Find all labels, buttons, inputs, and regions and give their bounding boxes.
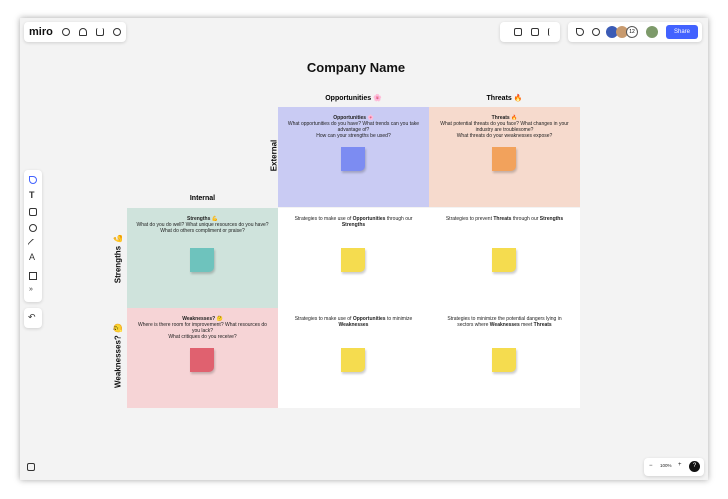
- strategy-segment: Weaknesses: [489, 322, 520, 328]
- top-left-toolbar: miro: [24, 22, 126, 42]
- external-cell: Opportunities 🌸 What opportunities do you…: [278, 107, 429, 207]
- column-header: Opportunities 🌸: [325, 95, 382, 102]
- avatar[interactable]: [606, 26, 618, 38]
- notifications-icon[interactable]: [79, 28, 87, 36]
- left-toolbar: T A »: [24, 170, 42, 302]
- sticky-note[interactable]: [190, 248, 214, 272]
- cell-text: What potential threats do you face? What…: [440, 121, 569, 133]
- board-title: Company Name: [306, 60, 406, 75]
- strategy-segment: Strategies to make use of: [294, 316, 353, 322]
- strategy-segment: Threats: [533, 322, 552, 328]
- cell-text: How can your strengths be used?: [316, 133, 391, 139]
- strategy-segment: Opportunities: [352, 316, 386, 322]
- strategy-text: Strategies to make use of Opportunities …: [292, 216, 415, 228]
- tools-toolbar: [500, 22, 560, 42]
- internal-cell: Weaknesses? 🤔 Where is there room for imp…: [127, 308, 278, 408]
- strategy-text: Strategies to minimize the potential dan…: [443, 316, 566, 328]
- strategy-segment: through our: [385, 216, 413, 222]
- strategy-text: Strategies to prevent Threats through ou…: [443, 216, 566, 222]
- zoom-level: 100%: [660, 463, 672, 468]
- sticky-note[interactable]: [341, 248, 365, 272]
- sticky-note[interactable]: [341, 147, 365, 171]
- more-icon[interactable]: [548, 28, 553, 36]
- strategy-text: Strategies to make use of Opportunities …: [292, 316, 415, 328]
- cell-text: What critiques do you receive?: [168, 334, 237, 340]
- sticky-note[interactable]: [492, 147, 516, 171]
- select-tool[interactable]: [29, 176, 37, 184]
- strategy-cell: Strategies to make use of Opportunities …: [278, 208, 429, 308]
- miro-window: miro 12 Share T A » ↶ − 100% + ?: [20, 18, 708, 480]
- shapes-tool[interactable]: [29, 224, 37, 232]
- upload-icon[interactable]: [96, 28, 104, 36]
- cell-title: Weaknesses? 🤔: [182, 316, 223, 322]
- strategy-cell: Strategies to minimize the potential dan…: [429, 308, 580, 408]
- cursor-icon[interactable]: [576, 28, 584, 36]
- strategy-segment: Strengths: [341, 222, 366, 228]
- undo-toolbar: ↶: [24, 308, 42, 328]
- strategy-cell: Strategies to prevent Threats through ou…: [429, 208, 580, 308]
- column-header: Threats 🔥: [486, 95, 523, 102]
- cell-title: Opportunities 🌸: [333, 115, 374, 121]
- cell-text: What do you do well? What unique resourc…: [136, 222, 269, 234]
- zoom-in[interactable]: +: [678, 462, 682, 468]
- text-tool[interactable]: T: [29, 190, 35, 200]
- comment-icon[interactable]: [514, 28, 522, 36]
- internal-label: Internal: [189, 195, 216, 202]
- zoom-controls: − 100% + ?: [644, 458, 704, 476]
- sticky-note[interactable]: [492, 348, 516, 372]
- settings-icon[interactable]: [62, 28, 70, 36]
- sticky-note[interactable]: [341, 348, 365, 372]
- strategy-segment: Opportunities: [352, 216, 386, 222]
- strategy-segment: Strategies to minimize the potential dan…: [447, 316, 562, 328]
- users-count[interactable]: 12: [626, 26, 638, 38]
- cell-text: What threats do your weaknesses expose?: [456, 133, 553, 139]
- sticky-tool[interactable]: [29, 208, 37, 216]
- zoom-out[interactable]: −: [649, 463, 653, 469]
- logo[interactable]: miro: [29, 26, 53, 38]
- notes-icon[interactable]: [531, 28, 539, 36]
- strategy-segment: Threats: [493, 216, 512, 222]
- collab-toolbar: 12 Share: [568, 22, 702, 42]
- cell-text: What opportunities do you have? What tre…: [287, 121, 420, 133]
- search-icon[interactable]: [113, 28, 121, 36]
- strategy-segment: meet: [519, 322, 534, 328]
- internal-cell: Strengths 💪 What do you do well? What uni…: [127, 208, 278, 308]
- strategy-segment: Strategies to make use of: [294, 216, 353, 222]
- help[interactable]: ?: [689, 461, 700, 472]
- cell-title: Strengths 💪: [187, 216, 218, 222]
- strategy-segment: Strategies to prevent: [445, 216, 494, 222]
- avatar[interactable]: [616, 26, 628, 38]
- reactions-icon[interactable]: [592, 28, 600, 36]
- strategy-cell: Strategies to make use of Opportunities …: [278, 308, 429, 408]
- more-tools[interactable]: »: [29, 286, 33, 293]
- pen-tool[interactable]: A: [29, 252, 36, 262]
- strategy-segment: to minimize: [385, 316, 413, 322]
- share-button[interactable]: Share: [666, 25, 698, 39]
- board-panel-icon[interactable]: [27, 463, 35, 471]
- cell-text: Where is there room for improvement? Wha…: [138, 322, 267, 334]
- my-avatar[interactable]: [646, 26, 658, 38]
- row-header: Weaknesses? 🤔: [113, 323, 123, 388]
- strategy-segment: Weaknesses: [338, 322, 369, 328]
- sticky-note[interactable]: [190, 348, 214, 372]
- strategy-segment: through our: [511, 216, 540, 222]
- frame-tool[interactable]: [29, 272, 37, 280]
- external-cell: Threats 🔥 What potential threats do you f…: [429, 107, 580, 207]
- undo[interactable]: ↶: [28, 312, 36, 322]
- sticky-note[interactable]: [492, 248, 516, 272]
- strategy-segment: Strengths: [539, 216, 564, 222]
- cell-title: Threats 🔥: [491, 115, 518, 121]
- line-tool[interactable]: [27, 238, 39, 250]
- row-header: Strengths 💪: [113, 233, 123, 284]
